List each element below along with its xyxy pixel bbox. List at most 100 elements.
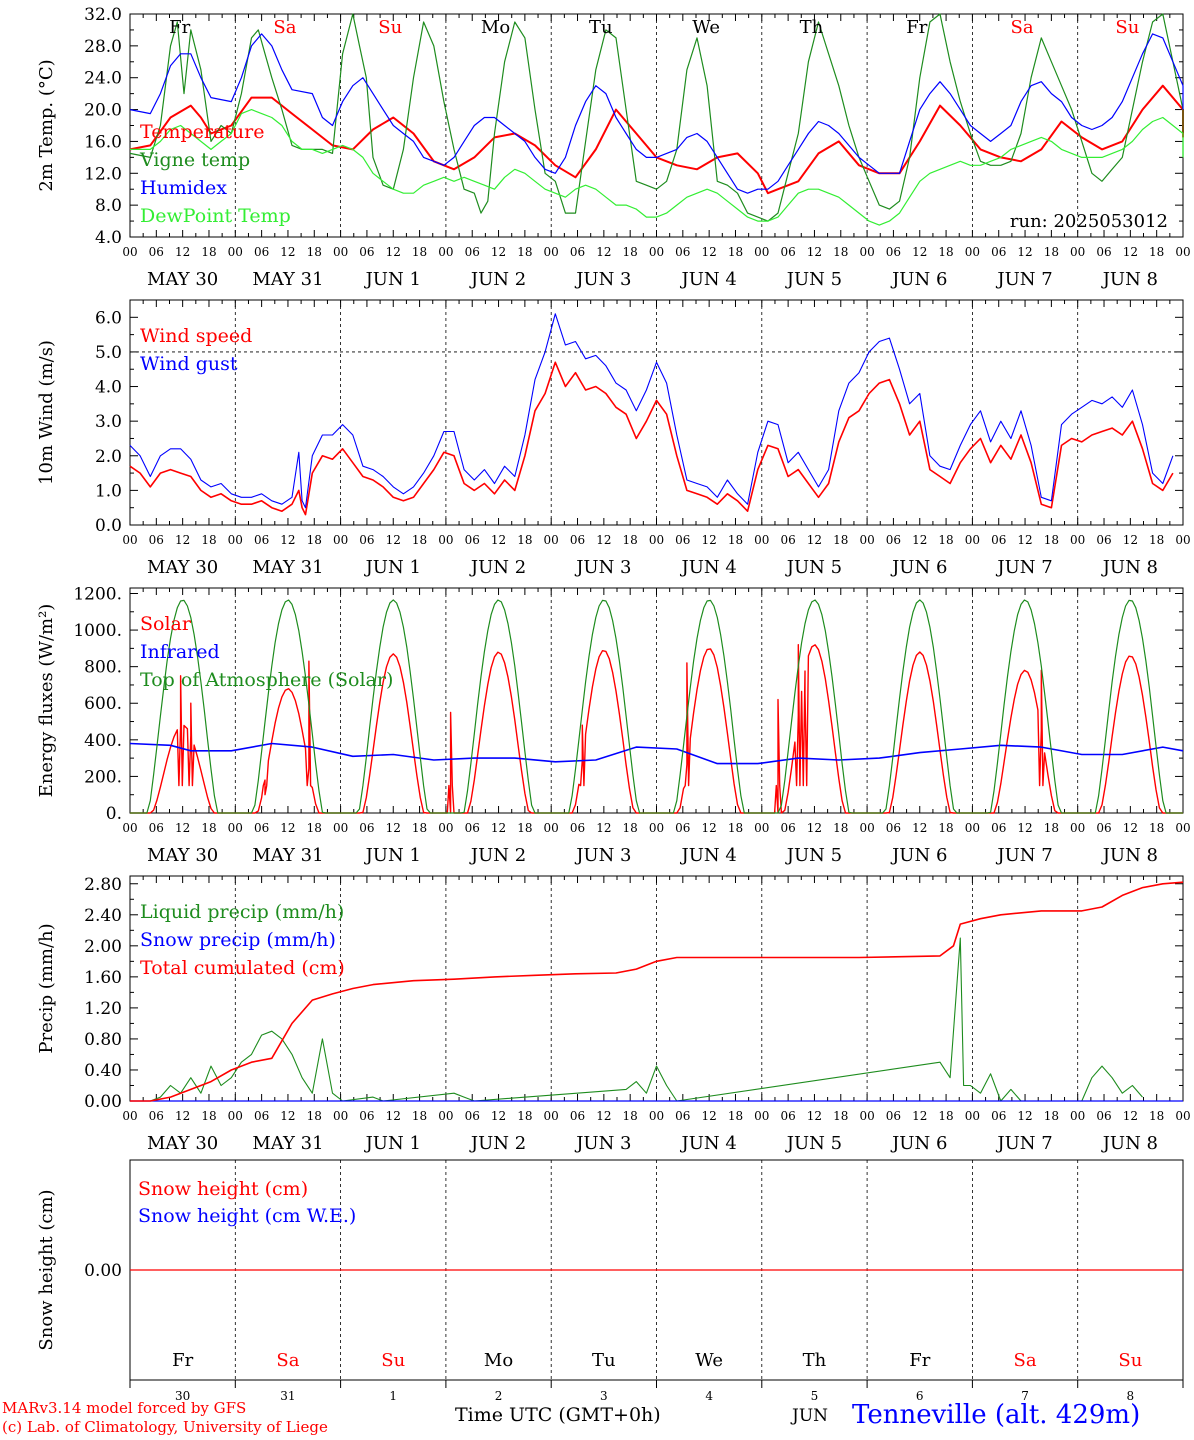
hour-tick-label: 18 bbox=[728, 1109, 743, 1123]
hour-tick-label: 06 bbox=[886, 245, 901, 259]
hour-tick-label: 00 bbox=[754, 1109, 769, 1123]
hour-tick-label: 18 bbox=[938, 245, 953, 259]
date-label: JUN 5 bbox=[785, 845, 842, 866]
hour-tick-label: 12 bbox=[596, 533, 611, 547]
date-label: JUN 1 bbox=[364, 269, 421, 290]
date-label: JUN 3 bbox=[574, 557, 631, 578]
panel-2: 00 06 12 18 00 06 12 18 00 06 12 18 00 06 12 18 00 06 12 18… bbox=[36, 299, 1191, 578]
hour-tick-label: 00 bbox=[333, 1109, 348, 1123]
liquid-precip-mm-h-line bbox=[130, 937, 1143, 1102]
day-of-week-label: Sa bbox=[1011, 17, 1034, 38]
y-tick-label: 4.0 bbox=[95, 378, 122, 398]
hour-tick-label: 06 bbox=[1096, 245, 1111, 259]
day-of-week-label: Fr bbox=[909, 1350, 930, 1371]
day-of-week-label: Su bbox=[1118, 1350, 1142, 1371]
y-tick-label: 0.40 bbox=[84, 1061, 122, 1081]
hour-tick-label: 00 bbox=[859, 245, 874, 259]
hour-tick-label: 06 bbox=[991, 1109, 1006, 1123]
hour-tick-label: 06 bbox=[465, 1109, 480, 1123]
y-tick-label: 28.0 bbox=[84, 37, 122, 57]
hour-tick-label: 00 bbox=[544, 245, 559, 259]
hour-tick-label: 12 bbox=[1123, 1109, 1138, 1123]
y-tick-label: 1.0 bbox=[95, 481, 122, 501]
hour-tick-label: 12 bbox=[807, 1109, 822, 1123]
temperature-line bbox=[129, 84, 1184, 195]
hour-tick-label: 00 bbox=[649, 1109, 664, 1123]
station-title: Tenneville (alt. 429m) bbox=[852, 1400, 1141, 1430]
hour-tick-label: 06 bbox=[675, 533, 690, 547]
y-tick-label: 1.20 bbox=[84, 999, 122, 1019]
date-label: MAY 31 bbox=[252, 269, 323, 290]
day-of-week-label: Sa bbox=[273, 17, 296, 38]
hour-tick-label: 18 bbox=[307, 245, 322, 259]
hour-tick-label: 06 bbox=[149, 821, 164, 835]
hour-tick-label: 06 bbox=[465, 533, 480, 547]
date-label: JUN 8 bbox=[1101, 557, 1158, 578]
panel-5: Fr 30 Sa 31 Su 1 Mo 2 Tu 3 We 4 Th 5 Fr 6 Sa 7 Su 8 0.00 Snow… bbox=[36, 1159, 1184, 1403]
date-label: JUN 6 bbox=[890, 269, 947, 290]
hour-tick-label: 12 bbox=[596, 245, 611, 259]
hour-tick-label: 00 bbox=[544, 1109, 559, 1123]
hour-tick-label: 00 bbox=[544, 821, 559, 835]
x-axis-label: Time UTC (GMT+0h) bbox=[455, 1404, 661, 1426]
y-tick-label: 8.0 bbox=[95, 196, 122, 216]
hour-tick-label: 00 bbox=[649, 245, 664, 259]
hour-tick-label: 18 bbox=[517, 245, 532, 259]
y-tick-label: 2.40 bbox=[84, 906, 122, 926]
hour-tick-label: 18 bbox=[833, 533, 848, 547]
hour-tick-label: 00 bbox=[1175, 821, 1190, 835]
date-label: JUN 3 bbox=[574, 1133, 631, 1154]
hour-tick-label: 06 bbox=[359, 821, 374, 835]
day-of-week-label: Sa bbox=[276, 1350, 299, 1371]
hour-tick-label: 12 bbox=[702, 533, 717, 547]
hour-tick-label: 00 bbox=[122, 245, 137, 259]
y-tick-label: 0.80 bbox=[84, 1030, 122, 1050]
date-label: JUN 8 bbox=[1101, 269, 1158, 290]
hour-tick-label: 06 bbox=[886, 533, 901, 547]
hour-tick-label: 12 bbox=[175, 821, 190, 835]
y-tick-label: 0.0 bbox=[95, 516, 122, 536]
hour-tick-label: 06 bbox=[991, 533, 1006, 547]
hour-tick-label: 12 bbox=[1123, 821, 1138, 835]
hour-tick-label: 12 bbox=[912, 245, 927, 259]
hour-tick-label: 12 bbox=[596, 821, 611, 835]
hour-tick-label: 18 bbox=[1044, 821, 1059, 835]
day-of-week-label: Th bbox=[800, 17, 824, 38]
plot-frame bbox=[129, 299, 1184, 526]
y-tick-label: 6.0 bbox=[95, 308, 122, 328]
hour-tick-label: 18 bbox=[307, 1109, 322, 1123]
hour-tick-label: 12 bbox=[175, 533, 190, 547]
hour-tick-label: 18 bbox=[728, 245, 743, 259]
hour-tick-label: 18 bbox=[623, 1109, 638, 1123]
day-of-week-label: Fr bbox=[169, 17, 190, 38]
hour-tick-label: 12 bbox=[1017, 1109, 1032, 1123]
y-axis-label: 2m Temp. (°C) bbox=[36, 59, 57, 191]
hour-tick-label: 06 bbox=[254, 533, 269, 547]
hour-tick-label: 00 bbox=[965, 533, 980, 547]
y-tick-label: 2.80 bbox=[84, 875, 122, 895]
hour-tick-label: 18 bbox=[1044, 533, 1059, 547]
hour-tick-label: 18 bbox=[412, 533, 427, 547]
hour-tick-label: 00 bbox=[122, 1109, 137, 1123]
hour-tick-label: 18 bbox=[1149, 1109, 1164, 1123]
date-label: JUN 7 bbox=[995, 269, 1052, 290]
hour-tick-label: 00 bbox=[438, 1109, 453, 1123]
hour-tick-label: 00 bbox=[544, 533, 559, 547]
day-number-label: 1 bbox=[389, 1389, 397, 1403]
day-number-label: 4 bbox=[705, 1389, 713, 1403]
hour-tick-label: 06 bbox=[359, 1109, 374, 1123]
date-label: MAY 30 bbox=[147, 845, 218, 866]
hour-tick-label: 12 bbox=[175, 1109, 190, 1123]
date-label: JUN 5 bbox=[785, 269, 842, 290]
panel-3: 00 06 12 18 00 06 12 18 00 06 12 18 00 06 12 18 00 06 12 18… bbox=[36, 584, 1191, 866]
hour-tick-label: 06 bbox=[780, 1109, 795, 1123]
y-tick-label: 5.0 bbox=[95, 343, 122, 363]
hour-tick-label: 18 bbox=[623, 245, 638, 259]
date-label: JUN 8 bbox=[1101, 845, 1158, 866]
y-tick-label: 800. bbox=[84, 658, 122, 678]
day-of-week-label: We bbox=[695, 1350, 723, 1371]
day-number-label: 3 bbox=[600, 1389, 608, 1403]
date-label: MAY 30 bbox=[147, 1133, 218, 1154]
y-tick-label: 1200. bbox=[73, 584, 122, 604]
